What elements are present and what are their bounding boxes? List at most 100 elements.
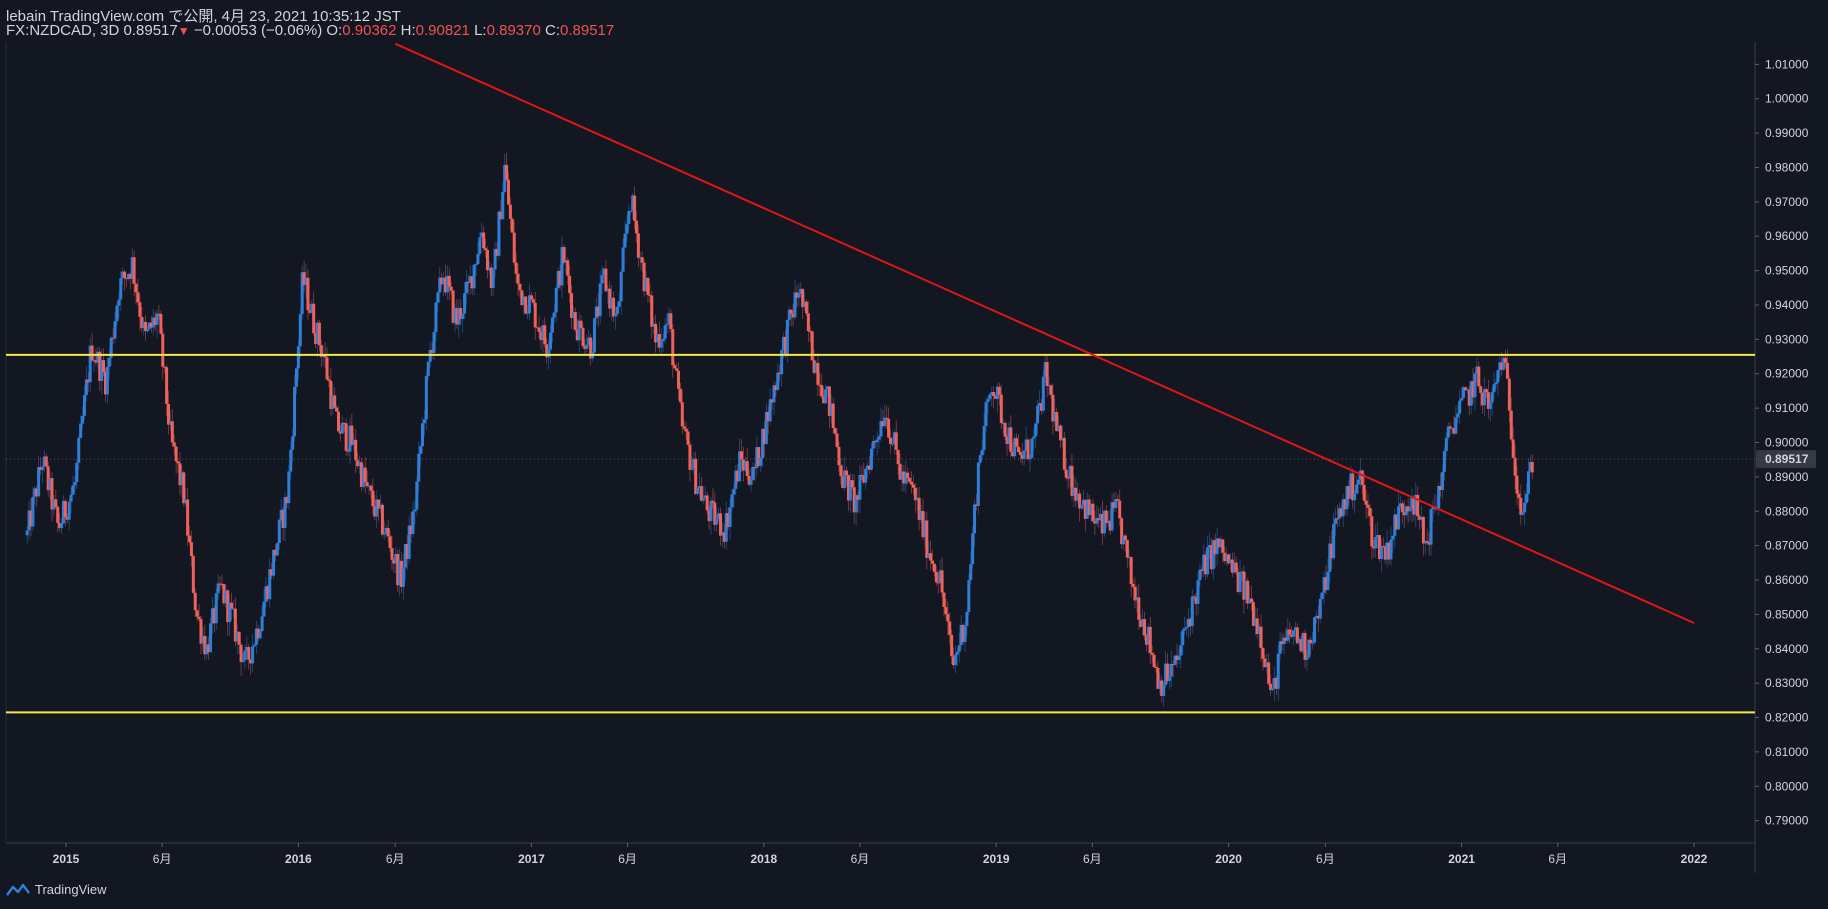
candle: [482, 225, 486, 252]
candle: [1397, 492, 1401, 531]
candle: [394, 547, 398, 574]
candle-body: [1402, 512, 1406, 516]
candle: [564, 247, 568, 275]
candle: [1324, 565, 1328, 595]
candle-body: [207, 644, 211, 653]
candle: [42, 450, 46, 473]
candle-body: [377, 499, 381, 509]
candle-body: [625, 224, 629, 234]
candle: [1177, 648, 1181, 664]
candle-body: [581, 327, 585, 347]
candle: [994, 394, 998, 399]
price-tick-label: 0.90000: [1765, 436, 1809, 450]
candle: [789, 308, 793, 327]
candle: [1131, 579, 1135, 589]
candle-body: [159, 314, 163, 334]
candle: [736, 464, 740, 484]
candle-body: [329, 380, 333, 409]
candle: [277, 518, 281, 551]
candle-body: [686, 431, 690, 445]
candle: [1282, 632, 1286, 655]
tradingview-branding[interactable]: TradingView: [6, 882, 107, 897]
candle-body: [52, 499, 56, 510]
candle-body: [1104, 510, 1108, 524]
candle: [997, 382, 1001, 406]
candle-body: [550, 317, 554, 333]
candle-body: [583, 346, 587, 349]
candle-body: [797, 293, 801, 298]
candle: [398, 548, 402, 597]
candle-body: [783, 336, 787, 355]
candle-body: [1355, 484, 1359, 494]
candle-body: [1337, 508, 1341, 519]
candle: [508, 197, 512, 231]
candle: [117, 292, 121, 319]
candle: [1462, 385, 1466, 401]
candle-body: [1127, 557, 1131, 559]
candle-body: [65, 517, 69, 520]
candle: [745, 447, 749, 480]
candle-body: [239, 644, 243, 663]
candle-body: [1078, 493, 1082, 509]
candle-body: [705, 495, 709, 511]
candle: [854, 494, 858, 526]
candle-body: [1236, 571, 1240, 592]
candle: [1083, 499, 1087, 532]
candle-body: [151, 317, 155, 328]
candle: [715, 506, 719, 532]
candle: [927, 541, 931, 559]
candle-body: [1498, 362, 1502, 371]
candle-body: [676, 370, 680, 389]
candle-body: [1288, 629, 1292, 635]
candle-body: [575, 329, 579, 341]
descending-trendline[interactable]: [394, 42, 1695, 624]
candle-body: [117, 299, 121, 306]
candle: [1353, 490, 1357, 514]
candle-body: [1179, 645, 1183, 656]
candle: [1471, 367, 1475, 404]
candle: [1057, 414, 1061, 432]
candle: [550, 313, 554, 343]
candle: [1081, 489, 1085, 510]
candle: [1236, 567, 1240, 594]
candle: [1349, 466, 1353, 499]
candle: [1228, 552, 1232, 571]
time-tick-label: 2020: [1215, 852, 1242, 866]
candle: [237, 631, 241, 654]
candle-body: [699, 486, 703, 501]
candle-body: [617, 301, 621, 307]
candle-body: [1003, 422, 1007, 437]
candle-body: [29, 510, 33, 527]
candle: [1095, 505, 1099, 527]
candle-body: [549, 332, 553, 350]
candle-body: [1080, 504, 1084, 509]
candle: [140, 306, 144, 333]
candle-body: [136, 292, 140, 303]
candle-body: [480, 232, 484, 238]
candle: [640, 251, 644, 272]
candle-body: [400, 560, 404, 587]
candle: [1181, 627, 1185, 655]
candle: [766, 406, 770, 435]
candle: [386, 519, 390, 543]
candle-body: [210, 608, 214, 624]
candle-body: [1045, 362, 1049, 386]
candle: [762, 420, 766, 457]
candle: [82, 385, 86, 420]
price-tick-label: 0.87000: [1765, 539, 1809, 553]
candle: [1058, 423, 1062, 449]
candle: [638, 251, 642, 271]
candle-body: [1490, 392, 1494, 403]
candle: [188, 525, 192, 545]
candle: [1366, 494, 1370, 518]
candle-body: [61, 500, 65, 524]
candle: [1164, 650, 1168, 689]
candle-body: [1186, 618, 1190, 628]
candle-body: [1053, 412, 1057, 422]
candle: [627, 204, 631, 231]
candle-body: [971, 533, 975, 565]
candle: [1051, 383, 1055, 435]
candle-body: [1234, 562, 1238, 572]
candle-body: [1244, 580, 1248, 600]
